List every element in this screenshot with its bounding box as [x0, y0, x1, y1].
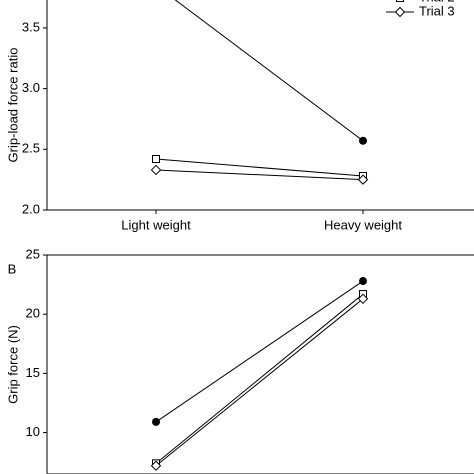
panel-label: B: [8, 261, 17, 276]
marker: [357, 174, 369, 185]
y-tick-label: 15: [26, 365, 40, 380]
legend-label: Trial 3: [419, 3, 455, 18]
y-tick-label: 3.0: [22, 80, 40, 95]
y-tick-label: 2.0: [22, 201, 40, 216]
y-axis-label: Grip force (N): [5, 325, 20, 404]
series-line: [155, 169, 364, 181]
series-line: [174, 0, 364, 142]
marker: [394, 6, 406, 18]
marker: [152, 417, 160, 426]
marker: [359, 277, 367, 286]
series-line: [155, 158, 364, 177]
marker: [150, 164, 162, 176]
y-tick-label: 2.5: [22, 141, 40, 156]
y-tick-label: 10: [26, 424, 40, 439]
legend-label: Trial 2: [419, 0, 455, 4]
y-tick-label: 3.5: [22, 19, 40, 34]
series-line: [155, 280, 364, 423]
marker: [150, 460, 162, 471]
y-tick-label: 20: [26, 306, 40, 321]
x-tick-label: Heavy weight: [324, 217, 402, 232]
series-line: [155, 293, 364, 464]
series-line: [155, 298, 364, 467]
y-axis-label: Grip-load force ratio: [5, 48, 20, 163]
marker: [152, 155, 160, 164]
marker: [357, 293, 369, 305]
x-tick-label: Light weight: [121, 217, 191, 232]
marker: [359, 136, 367, 145]
y-tick-label: 25: [26, 246, 40, 261]
marker: [396, 0, 404, 2]
